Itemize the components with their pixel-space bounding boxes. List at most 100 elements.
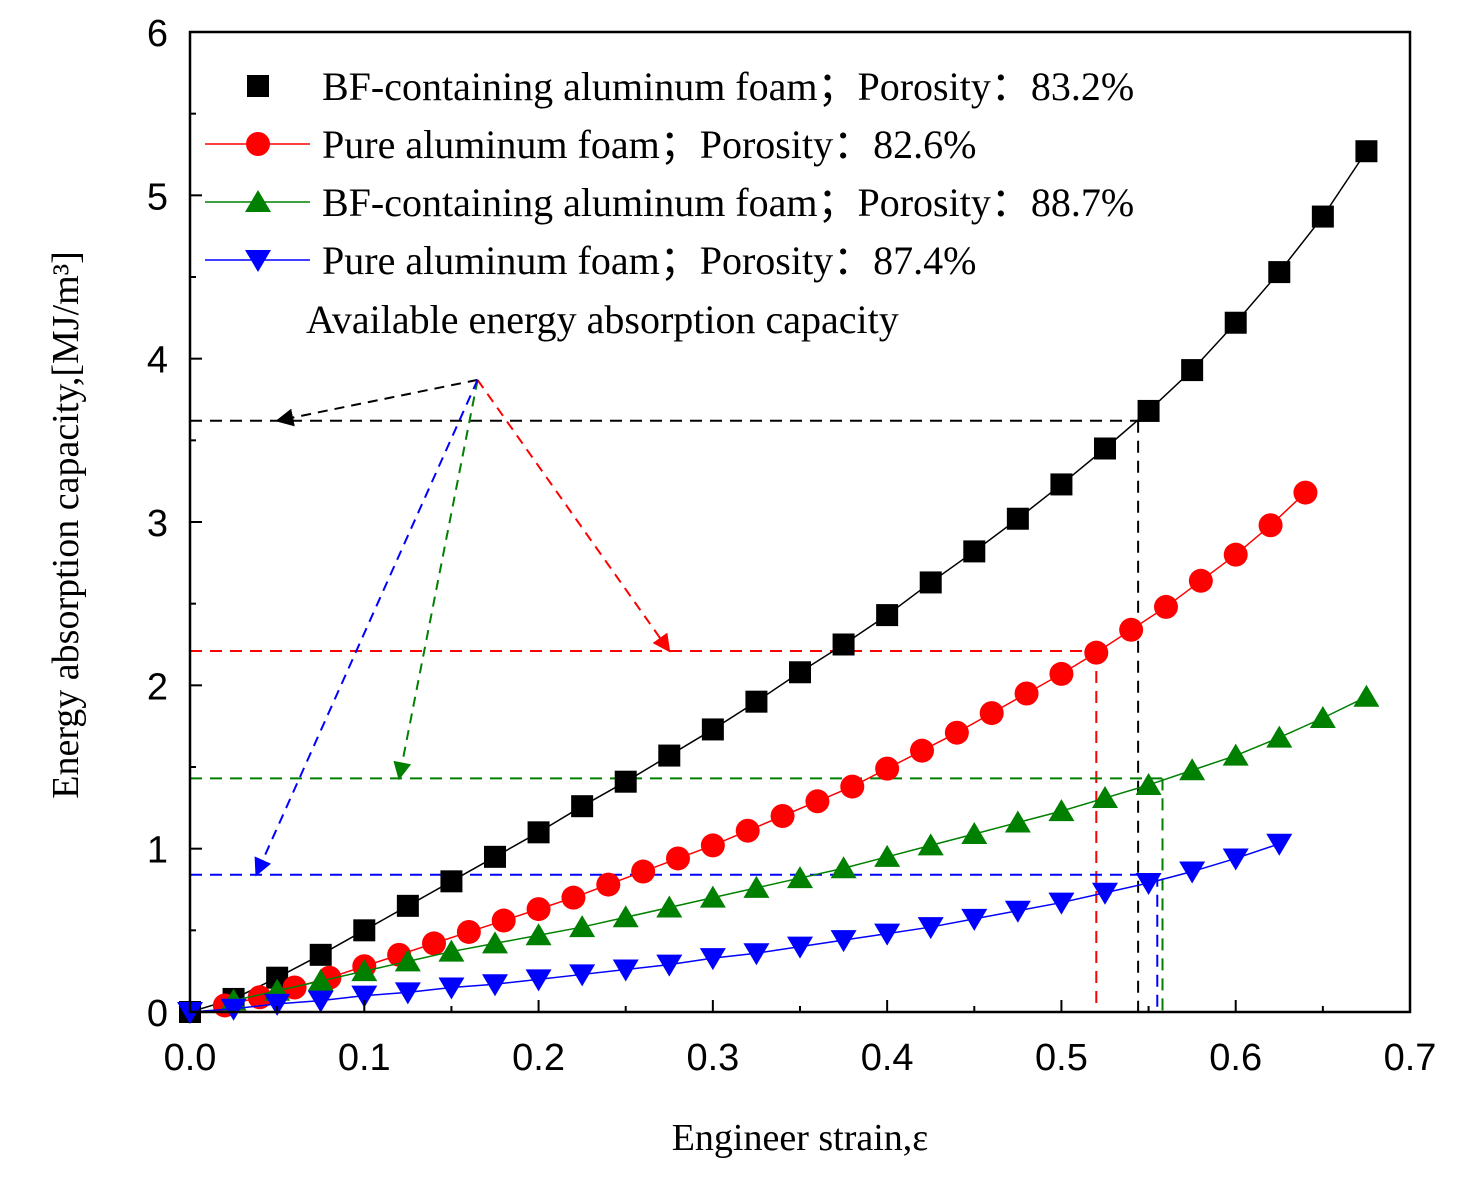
data-point-series-1 <box>614 770 637 793</box>
x-tick-label: 0.0 <box>164 1037 217 1079</box>
data-point-series-2 <box>631 859 656 884</box>
data-point-series-3 <box>1222 743 1249 766</box>
data-point-series-2 <box>526 897 551 922</box>
data-point-series-1 <box>571 795 594 818</box>
data-point-series-2 <box>1258 513 1283 538</box>
x-tick-label: 0.2 <box>512 1037 565 1079</box>
x-tick-label: 0.5 <box>1035 1037 1088 1079</box>
data-point-series-3 <box>351 959 378 982</box>
data-point-series-2 <box>944 720 969 745</box>
data-point-series-3 <box>656 895 683 918</box>
data-point-series-3 <box>874 844 901 867</box>
data-point-series-3 <box>1266 725 1293 748</box>
legend-marker-series-3 <box>245 190 271 212</box>
series-line-1 <box>189 150 1368 1013</box>
data-point-series-3 <box>699 885 726 908</box>
plot-frame <box>188 30 1412 1014</box>
axis-ticks: 0.0 0.1 0.2 0.3 0.4 0.5 0.6 0.7 0 1 2 3 4 5 6 <box>147 13 1437 1079</box>
data-point-series-4 <box>351 985 378 1008</box>
data-point-series-4 <box>307 990 334 1013</box>
annotation-arrow-series-3 <box>393 379 479 781</box>
x-tick-label: 0.3 <box>686 1037 739 1079</box>
data-point-series-2 <box>247 985 272 1010</box>
data-point-series-3 <box>569 915 596 938</box>
data-point-series-4 <box>917 917 944 940</box>
annotation-arrow-series-1 <box>275 378 478 427</box>
data-point-series-1 <box>484 845 506 868</box>
data-point-series-3 <box>917 833 944 856</box>
data-point-series-3 <box>1309 706 1336 728</box>
data-point-series-3 <box>830 856 857 879</box>
data-point-series-1 <box>1094 437 1116 460</box>
legend-marker-series-2 <box>246 132 270 156</box>
data-point-series-2 <box>805 789 830 814</box>
data-point-series-3 <box>1048 799 1075 822</box>
series-line-2 <box>224 492 1306 1007</box>
data-point-series-3 <box>787 866 813 889</box>
x-tick-label: 0.1 <box>338 1037 391 1079</box>
data-point-series-2 <box>1223 542 1248 567</box>
data-point-series-2 <box>1154 594 1178 619</box>
data-point-series-4 <box>1179 861 1206 884</box>
legend-symbols <box>205 75 310 272</box>
y-tick-label: 2 <box>147 666 168 708</box>
legend: BF-containing aluminum foam；Porosity：83.… <box>205 64 1134 283</box>
data-point-series-3 <box>1179 758 1206 781</box>
data-point-series-3 <box>1004 810 1031 833</box>
data-point-series-2 <box>1049 661 1074 686</box>
data-series <box>177 140 1380 1024</box>
data-point-series-4 <box>612 959 639 982</box>
data-point-series-1 <box>789 661 811 684</box>
data-point-series-2 <box>422 931 446 956</box>
data-point-series-4 <box>1222 848 1249 871</box>
data-point-series-1 <box>1181 359 1204 382</box>
data-point-series-4 <box>264 993 291 1016</box>
data-point-series-3 <box>525 923 552 946</box>
data-point-series-1 <box>1311 205 1334 228</box>
data-point-series-2 <box>700 833 725 858</box>
data-point-series-2 <box>1119 617 1144 642</box>
legend-label-series-1: BF-containing aluminum foam；Porosity：83.… <box>322 64 1134 109</box>
data-point-series-1 <box>745 690 768 713</box>
data-point-series-3 <box>1092 786 1118 809</box>
data-point-series-1 <box>658 744 681 767</box>
data-point-series-4 <box>830 930 857 953</box>
y-axis-title: Energy absorption capacity,[MJ/m³] <box>45 251 87 798</box>
data-point-series-1 <box>527 821 550 844</box>
data-point-series-4 <box>961 908 988 931</box>
data-point-series-1 <box>876 604 899 627</box>
data-point-series-3 <box>394 949 421 972</box>
data-point-series-4 <box>656 954 683 977</box>
y-tick-label: 4 <box>147 340 168 382</box>
data-point-series-2 <box>910 738 934 763</box>
annotation-text: Available energy absorption capacity <box>306 297 899 342</box>
legend-label-series-3: BF-containing aluminum foam；Porosity：88.… <box>322 180 1134 225</box>
y-tick-label: 3 <box>147 503 168 545</box>
y-tick-label: 6 <box>147 13 168 55</box>
data-point-series-3 <box>961 821 988 844</box>
data-point-series-4 <box>699 948 726 971</box>
legend-marker-series-1 <box>247 75 269 97</box>
data-point-series-3 <box>307 968 334 991</box>
data-point-series-1 <box>1224 311 1247 334</box>
x-tick-label: 0.7 <box>1384 1037 1437 1079</box>
data-point-series-4 <box>1004 900 1031 923</box>
y-tick-label: 1 <box>147 830 168 872</box>
legend-label-series-4: Pure aluminum foam；Porosity：87.4% <box>322 238 976 283</box>
data-point-series-4 <box>1135 872 1162 895</box>
annotation-arrow-series-2 <box>476 379 671 653</box>
x-tick-label: 0.4 <box>861 1037 914 1079</box>
x-axis-title: Engineer strain,ε <box>672 1117 929 1159</box>
data-point-series-1 <box>919 571 942 594</box>
data-point-series-1 <box>832 633 855 656</box>
data-point-series-1 <box>266 966 289 989</box>
data-point-series-1 <box>1137 399 1160 422</box>
data-point-series-2 <box>561 885 586 910</box>
data-point-series-4 <box>1048 892 1075 915</box>
legend-label-series-2: Pure aluminum foam；Porosity：82.6% <box>322 122 976 167</box>
data-point-series-2 <box>1293 480 1318 505</box>
data-point-series-2 <box>1014 681 1039 706</box>
data-point-series-2 <box>840 774 865 799</box>
data-point-series-3 <box>612 905 639 928</box>
